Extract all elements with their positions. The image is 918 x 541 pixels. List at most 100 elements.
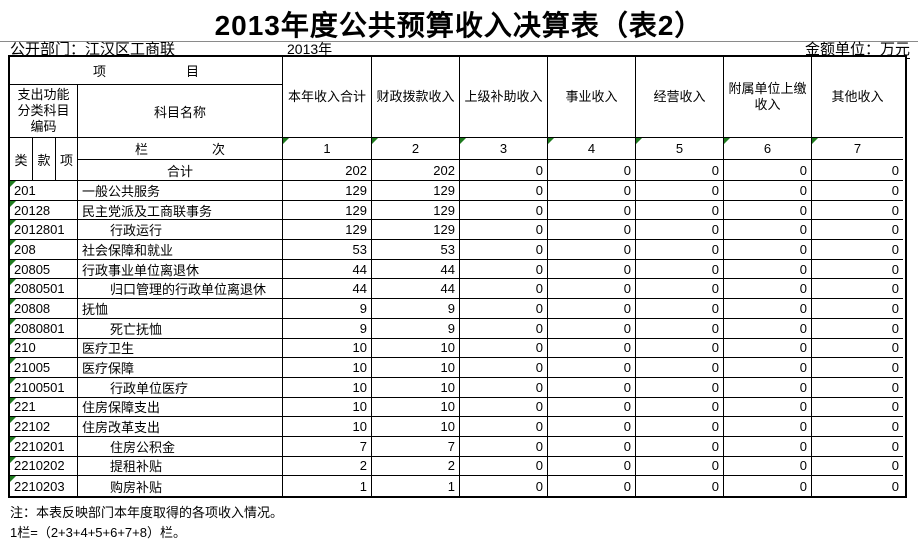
- row-code: 22102: [10, 417, 78, 437]
- col-number-3: 3: [460, 138, 548, 160]
- row-value-col5: 0: [636, 338, 724, 359]
- row-value-col1: 53: [283, 240, 372, 260]
- row-code: 208: [10, 240, 78, 260]
- col-header-3: 上级补助收入: [460, 57, 548, 138]
- cell-corner-triangle-icon: [283, 138, 289, 144]
- cell-corner-triangle-icon: [10, 358, 16, 365]
- row-value-col3: 0: [460, 318, 548, 339]
- row-value-col3: 0: [460, 417, 548, 437]
- row-value-col6: 0: [724, 377, 812, 398]
- row-value-col2: 9: [372, 318, 460, 339]
- row-value-col5: 0: [636, 397, 724, 418]
- row-value-col3: 0: [460, 181, 548, 201]
- row-value-col5: 0: [636, 279, 724, 300]
- col-number-5: 5: [636, 138, 724, 160]
- row-value-col7: 0: [812, 338, 903, 359]
- row-value-col4: 0: [548, 240, 636, 260]
- row-code: 2100501: [10, 377, 78, 398]
- col-header-6: 附属单位上缴收入: [724, 57, 812, 138]
- row-value-col3: 0: [460, 220, 548, 241]
- row-subject-name: 抚恤: [78, 299, 283, 319]
- cell-corner-triangle-icon: [10, 220, 16, 227]
- row-subject-name: 提租补贴: [78, 456, 283, 477]
- row-value-col5: 0: [636, 181, 724, 201]
- row-value-col4: 0: [548, 259, 636, 280]
- row-value-col7: 0: [812, 200, 903, 221]
- row-value-col6: 0: [724, 436, 812, 457]
- row-value-col1: 10: [283, 417, 372, 437]
- cell-corner-triangle-icon: [548, 138, 554, 144]
- cell-corner-triangle-icon: [10, 279, 16, 286]
- row-value-col5: 0: [636, 476, 724, 496]
- cell-corner-triangle-icon: [10, 377, 16, 384]
- row-value-col3: 0: [460, 200, 548, 221]
- cell-corner-triangle-icon: [10, 240, 16, 247]
- row-value-col7: 0: [812, 358, 903, 378]
- code-subcol-header-3: 项: [56, 138, 78, 181]
- row-value-col6: 0: [724, 397, 812, 418]
- row-value-col4: 0: [548, 279, 636, 300]
- row-value-col1: 10: [283, 358, 372, 378]
- table-note-2: 1栏=（2+3+4+5+6+7+8）栏。: [10, 525, 186, 540]
- row-value-col4: 0: [548, 476, 636, 496]
- row-value-col2: 10: [372, 377, 460, 398]
- cell-corner-triangle-icon: [10, 397, 16, 404]
- row-code: 221: [10, 397, 78, 418]
- cell-corner-triangle-icon: [10, 181, 16, 187]
- total-value-4: 0: [548, 160, 636, 181]
- row-value-col5: 0: [636, 377, 724, 398]
- row-value-col1: 7: [283, 436, 372, 457]
- row-value-col7: 0: [812, 397, 903, 418]
- row-code: 2080801: [10, 318, 78, 339]
- row-value-col3: 0: [460, 397, 548, 418]
- total-row-label: 合计: [78, 160, 283, 181]
- col-number-4: 4: [548, 138, 636, 160]
- row-value-col6: 0: [724, 220, 812, 241]
- row-value-col5: 0: [636, 299, 724, 319]
- cell-corner-triangle-icon: [812, 138, 818, 144]
- row-value-col5: 0: [636, 259, 724, 280]
- row-value-col6: 0: [724, 456, 812, 477]
- row-code: 2210202: [10, 456, 78, 477]
- row-value-col4: 0: [548, 338, 636, 359]
- row-value-col6: 0: [724, 358, 812, 378]
- row-code: 20128: [10, 200, 78, 221]
- year-label: 2013年: [287, 41, 333, 58]
- row-value-col4: 0: [548, 358, 636, 378]
- header-lanci: 栏次: [78, 138, 283, 160]
- row-value-col7: 0: [812, 181, 903, 201]
- row-value-col6: 0: [724, 279, 812, 300]
- row-value-col1: 10: [283, 397, 372, 418]
- row-code: 2210201: [10, 436, 78, 457]
- row-value-col2: 2: [372, 456, 460, 477]
- row-value-col6: 0: [724, 181, 812, 201]
- row-subject-name: 民主党派及工商联事务: [78, 200, 283, 221]
- cell-corner-triangle-icon: [10, 259, 16, 266]
- total-value-1: 202: [283, 160, 372, 181]
- row-value-col5: 0: [636, 200, 724, 221]
- row-subject-name: 行政事业单位离退休: [78, 259, 283, 280]
- row-code: 210: [10, 338, 78, 359]
- row-code: 2080501: [10, 279, 78, 300]
- row-value-col7: 0: [812, 456, 903, 477]
- header-expense-code: 支出功能 分类科目 编码: [10, 85, 78, 138]
- total-value-5: 0: [636, 160, 724, 181]
- cell-corner-triangle-icon: [10, 299, 16, 306]
- cell-corner-triangle-icon: [636, 138, 642, 144]
- row-code: 2210203: [10, 476, 78, 496]
- row-value-col6: 0: [724, 200, 812, 221]
- row-value-col6: 0: [724, 259, 812, 280]
- code-subcol-header-2: 款: [33, 138, 56, 181]
- col-header-1: 本年收入合计: [283, 57, 372, 138]
- row-subject-name: 归口管理的行政单位离退休: [78, 279, 283, 300]
- total-value-3: 0: [460, 160, 548, 181]
- row-value-col2: 10: [372, 397, 460, 418]
- row-value-col2: 10: [372, 358, 460, 378]
- row-subject-name: 住房保障支出: [78, 397, 283, 418]
- col-number-1: 1: [283, 138, 372, 160]
- row-value-col4: 0: [548, 220, 636, 241]
- row-value-col2: 129: [372, 181, 460, 201]
- row-value-col4: 0: [548, 200, 636, 221]
- row-value-col5: 0: [636, 358, 724, 378]
